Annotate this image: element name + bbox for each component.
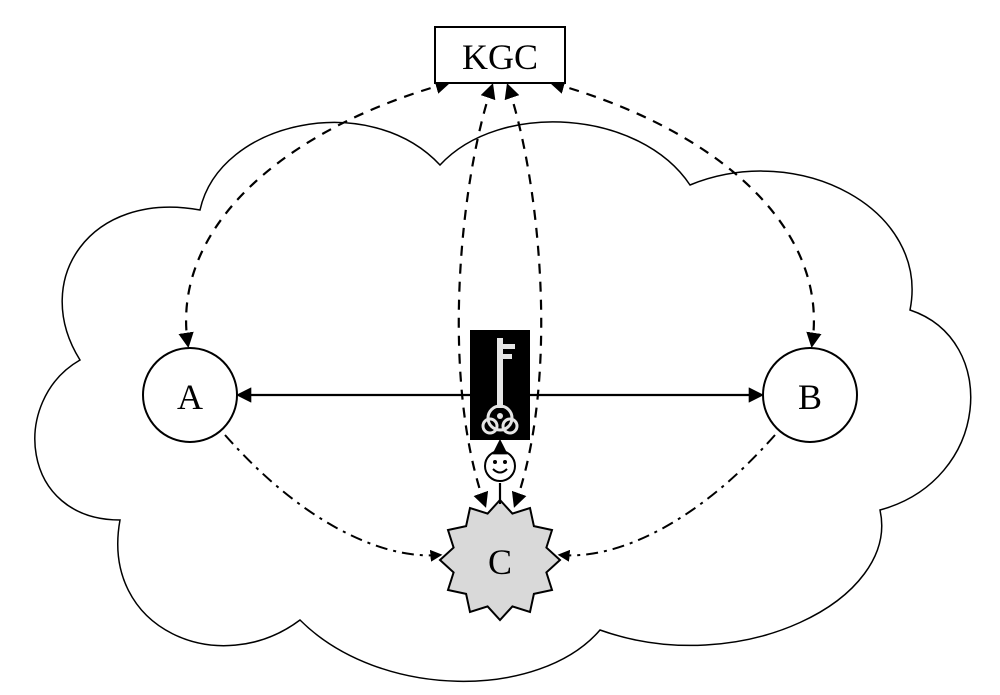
- node-c-label: C: [488, 542, 512, 582]
- node-b-label: B: [798, 377, 822, 417]
- kgc-label: KGC: [462, 37, 538, 77]
- node-a-label: A: [177, 377, 203, 417]
- smiley-icon: [485, 451, 515, 481]
